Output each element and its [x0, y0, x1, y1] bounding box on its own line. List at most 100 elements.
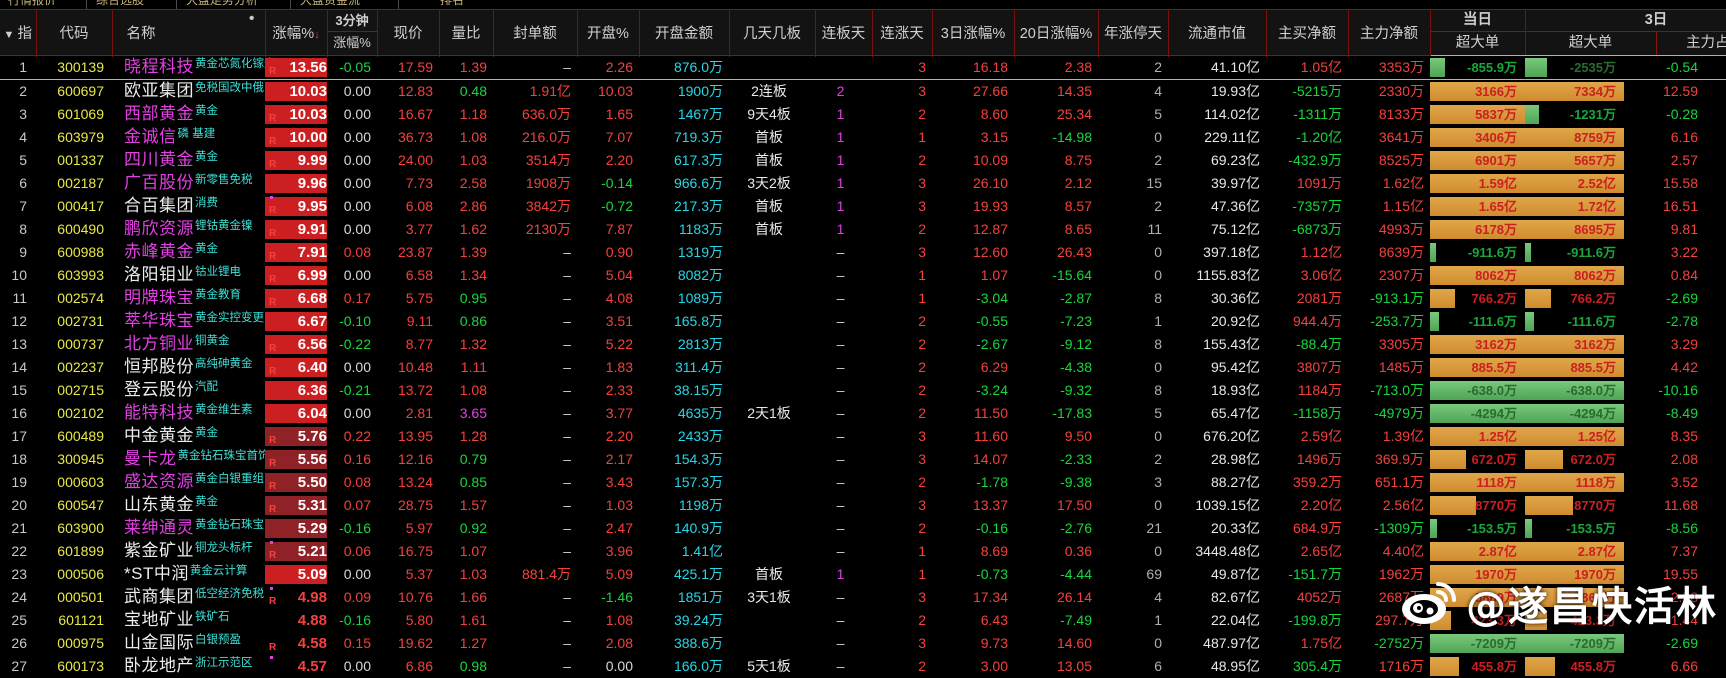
header-open-amount[interactable]: 开盘金额 [639, 10, 729, 56]
stock-name-cell[interactable]: 盛达资源黄金白银重组 [112, 471, 265, 494]
header-boards[interactable]: 几天几板 [729, 10, 815, 56]
stock-name-cell[interactable]: 曼卡龙黄金钻石珠宝首饰 [112, 448, 265, 471]
header-main-net[interactable]: 主力净额 [1348, 10, 1430, 56]
stock-name-cell[interactable]: 赤峰黄金黄金 [112, 241, 265, 264]
header-group-3day[interactable]: 3日 超大单 主力占比% [1525, 10, 1726, 56]
toolbar-item-market-flow[interactable]: 大盘资金流 [300, 0, 360, 9]
stock-name-cell[interactable]: 西部黄金黄金 [112, 103, 265, 126]
stock-name-cell[interactable]: 北方铜业铜黄金 [112, 333, 265, 356]
stock-name-cell[interactable]: 鹏欣资源锂钴黄金镍 [112, 218, 265, 241]
header-up-days[interactable]: 连涨天 [872, 10, 932, 56]
header-change-pct[interactable]: 涨幅%↓ [265, 10, 327, 56]
change-pct-cell[interactable]: 6.36 [265, 379, 327, 402]
change-pct-cell[interactable]: 5.29 [265, 517, 327, 540]
change-pct-cell[interactable]: 4.88 [265, 609, 327, 632]
stock-name-cell[interactable]: 晓程科技黄金芯氮化镓光 [112, 56, 265, 80]
sort-chevron-icon[interactable]: ▼ [4, 29, 15, 41]
toolbar-item-quotes[interactable]: 行情报价 [8, 0, 56, 9]
stock-name-cell[interactable]: 金诚信磷 基建 [112, 126, 265, 149]
stock-name-cell[interactable]: 萃华珠宝黄金实控变更 [112, 310, 265, 333]
header-float-cap[interactable]: 流通市值 [1168, 10, 1266, 56]
change-pct-cell[interactable]: 10.03 [265, 80, 327, 104]
stock-name-cell[interactable]: 明牌珠宝黄金教育 [112, 287, 265, 310]
header-index[interactable]: ▼指 [0, 10, 36, 56]
stock-name-cell[interactable]: 恒邦股份高纯砷黄金 [112, 356, 265, 379]
header-group-today[interactable]: 当日 超大单 [1430, 10, 1525, 56]
stock-name-cell[interactable]: 紫金矿业铜龙头标杆 [112, 540, 265, 563]
stock-name-cell[interactable]: 广百股份新零售免税 [112, 172, 265, 195]
stock-name-cell[interactable]: 莱绅通灵黄金钻石珠宝 [112, 517, 265, 540]
toolbar-item-ranking[interactable]: 排名 [440, 0, 464, 9]
stock-name-cell[interactable]: 能特科技黄金维生素 [112, 402, 265, 425]
stock-name-cell[interactable]: 宝地矿业铁矿石 [112, 609, 265, 632]
stock-name-cell[interactable]: 登云股份汽配 [112, 379, 265, 402]
header-vol-ratio[interactable]: 量比 [439, 10, 493, 56]
stock-name-cell[interactable]: *ST中润黄金云计算 [112, 563, 265, 586]
header-3d-extra-large[interactable]: 超大单 [1526, 32, 1656, 55]
change-pct-cell[interactable]: 4.57 [265, 655, 327, 678]
stock-name-cell[interactable]: 洛阳钼业钴业锂电 [112, 264, 265, 287]
stock-name-cell[interactable]: 四川黄金黄金 [112, 149, 265, 172]
stock-name-cell[interactable]: 合百集团消费 [112, 195, 265, 218]
header-3d-change[interactable]: 3日涨幅% [932, 10, 1014, 56]
header-price[interactable]: 现价 [377, 10, 439, 56]
change-pct-cell[interactable]: 6.67 [265, 310, 327, 333]
stock-name-cell[interactable]: 欧亚集团免税国改中俄 [112, 80, 265, 104]
header-20d-change[interactable]: 20日涨幅% [1014, 10, 1098, 56]
header-name[interactable]: 名称 • [112, 10, 265, 56]
change-pct-cell[interactable]: 5.09 [265, 563, 327, 586]
header-open-pct[interactable]: 开盘% [577, 10, 639, 56]
stock-name-cell[interactable]: 山东黄金黄金 [112, 494, 265, 517]
stock-name-cell[interactable]: 武商集团低空经济免税 [112, 586, 265, 609]
header-today-extra-large[interactable]: 超大单 [1431, 32, 1525, 55]
header-code[interactable]: 代码 [36, 10, 112, 56]
stock-name-cell[interactable]: 中金黄金黄金 [112, 425, 265, 448]
change-pct-cell[interactable]: 9.96 [265, 172, 327, 195]
header-limit-days[interactable]: 连板天 [815, 10, 872, 56]
header-year-limit-days[interactable]: 年涨停天 [1098, 10, 1168, 56]
change-pct-cell[interactable]: 6.04 [265, 402, 327, 425]
header-3d-main-pct[interactable]: 主力占比% [1656, 32, 1726, 55]
toolbar-item-stock-picker[interactable]: 综合选股 [96, 0, 144, 9]
stock-name-cell[interactable]: 山金国际白银预盈 [112, 632, 265, 655]
